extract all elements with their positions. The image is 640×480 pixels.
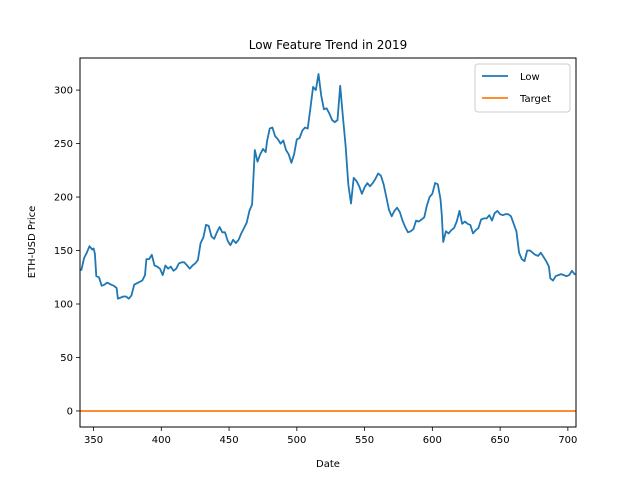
legend: Low Target bbox=[474, 63, 571, 113]
chart-title: Low Feature Trend in 2019 bbox=[249, 38, 408, 52]
y-tick-label: 300 bbox=[54, 86, 73, 97]
y-axis-label: ETH-USD Price bbox=[27, 206, 38, 279]
x-axis-ticks: 350 400 450 500 550 600 650 700 bbox=[84, 427, 577, 446]
y-tick-label: 50 bbox=[60, 353, 73, 364]
x-tick-label: 500 bbox=[287, 435, 306, 446]
legend-label-target: Target bbox=[519, 94, 551, 105]
y-tick-label: 250 bbox=[54, 139, 73, 150]
x-tick-label: 350 bbox=[84, 435, 103, 446]
y-tick-label: 100 bbox=[54, 300, 73, 311]
x-tick-label: 600 bbox=[423, 435, 442, 446]
x-tick-label: 700 bbox=[558, 435, 577, 446]
x-axis-label: Date bbox=[316, 459, 340, 470]
legend-label-low: Low bbox=[520, 72, 540, 83]
plot-frame bbox=[79, 57, 577, 428]
x-tick-label: 400 bbox=[152, 435, 171, 446]
x-tick-label: 550 bbox=[355, 435, 374, 446]
x-tick-label: 450 bbox=[220, 435, 239, 446]
x-tick-label: 650 bbox=[491, 435, 510, 446]
y-tick-label: 0 bbox=[67, 406, 73, 417]
series-line-low bbox=[80, 73, 576, 300]
y-tick-label: 150 bbox=[54, 246, 73, 257]
y-tick-label: 200 bbox=[54, 193, 73, 204]
y-axis-ticks: 0 50 100 150 200 250 300 bbox=[54, 86, 80, 417]
plot-lines bbox=[80, 73, 576, 412]
